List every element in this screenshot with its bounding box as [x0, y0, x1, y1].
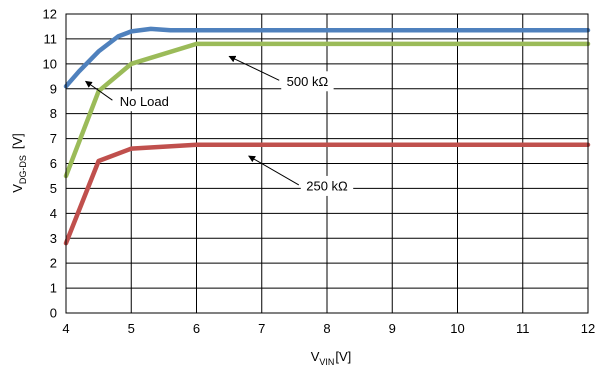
x-tick-label: 7	[258, 321, 265, 336]
x-tick-label: 10	[450, 321, 464, 336]
x-tick-label: 12	[581, 321, 595, 336]
series-line-0	[63, 26, 591, 89]
x-axis-title-unit: [V]	[335, 349, 351, 364]
annotation-label-0: No Load	[120, 94, 169, 109]
annotation-arrow-0	[85, 80, 113, 101]
y-tick-label: 7	[50, 131, 57, 146]
y-axis-title-unit: [V]	[10, 133, 25, 149]
x-tick-label: 11	[516, 321, 530, 336]
y-tick-label: 5	[50, 181, 57, 196]
x-axis-title: VVIN[V]	[311, 349, 352, 367]
series-line-1	[63, 41, 591, 179]
annotation-arrow-2	[248, 155, 300, 186]
annotation-label-1: 500 kΩ	[287, 74, 329, 89]
y-tick-label: 9	[50, 81, 57, 96]
annotation-background-1	[281, 71, 334, 92]
annotation-arrow-1	[228, 55, 280, 81]
y-tick-label: 4	[50, 206, 57, 221]
x-tick-label: 8	[323, 321, 330, 336]
y-axis-title: VDG-DS [V]	[10, 133, 28, 193]
y-tick-label: 2	[50, 256, 57, 271]
x-tick-label: 6	[193, 321, 200, 336]
x-axis-title-sub: VIN	[319, 357, 334, 367]
annotation-background-0	[114, 91, 175, 112]
y-tick-label: 10	[43, 56, 57, 71]
annotations: No Load 500 kΩ 250 kΩ	[85, 55, 354, 196]
y-tick-label: 1	[50, 281, 57, 296]
series-line-2	[63, 142, 591, 246]
annotation-label-2: 250 kΩ	[306, 178, 348, 193]
x-axis-title-main: V	[311, 349, 320, 364]
y-axis-title-sub: DG-DS	[18, 155, 28, 184]
y-tick-label: 11	[44, 31, 58, 46]
x-tick-label: 5	[128, 321, 135, 336]
x-tick-label: 4	[62, 321, 69, 336]
annotation-background-2	[300, 175, 354, 196]
y-tick-label: 3	[50, 231, 57, 246]
series-lines	[63, 26, 591, 246]
y-tick-label: 0	[50, 306, 57, 321]
x-tick-label: 9	[389, 321, 396, 336]
y-axis-title-main: V	[10, 184, 25, 193]
y-tick-label: 6	[50, 156, 57, 171]
y-tick-label: 8	[50, 106, 57, 121]
plot-frame	[65, 13, 589, 314]
y-tick-label: 12	[43, 7, 57, 22]
